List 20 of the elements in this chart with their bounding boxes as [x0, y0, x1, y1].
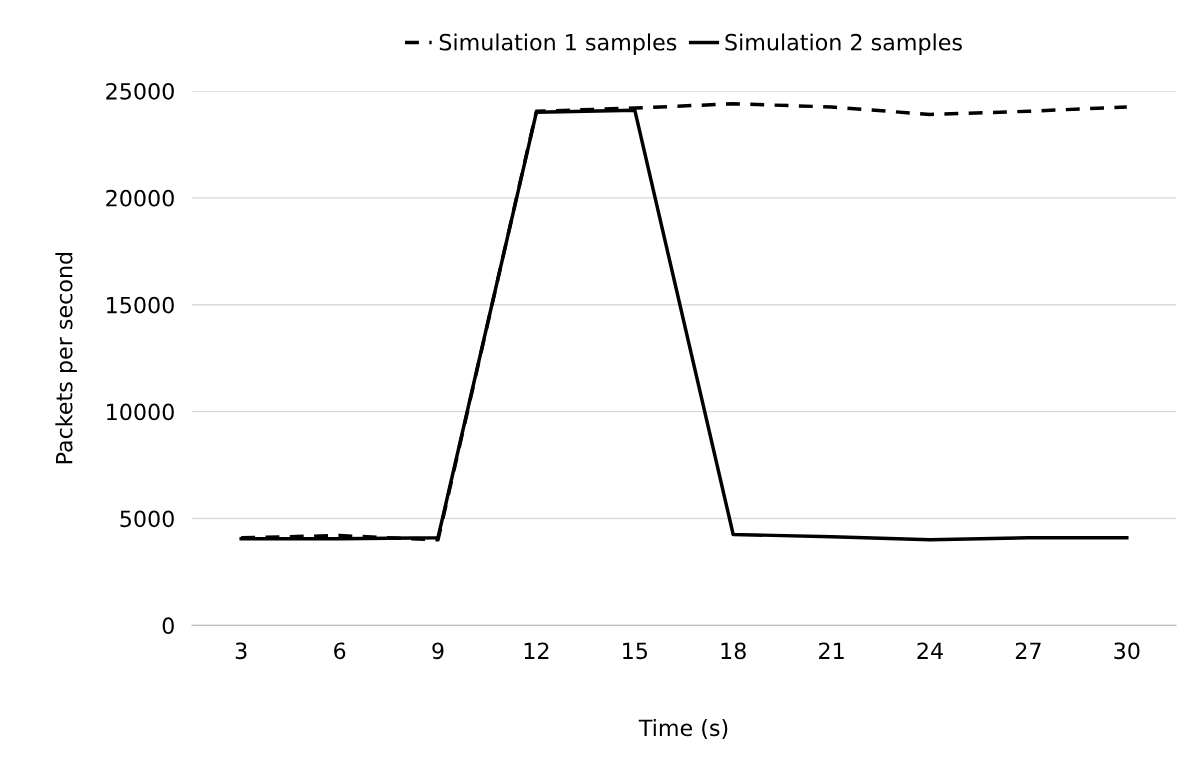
x-tick-label: 18 [721, 642, 746, 660]
x-tick-label: 12 [524, 642, 549, 659]
y-tick-label: 0 [162, 617, 174, 635]
y-tick-label: 20000 [106, 189, 174, 207]
x-tick-label: 21 [819, 642, 844, 659]
x-tick-label: 6 [334, 642, 346, 660]
x-tick-label: 9 [432, 642, 444, 660]
legend-label: Simulation 2 samples [725, 33, 962, 55]
y-axis-title: Packets per second [55, 252, 77, 464]
y-tick-label: 25000 [106, 82, 174, 100]
x-tick-label: 30 [1114, 642, 1140, 660]
x-axis-title: Time (s) [638, 719, 728, 739]
y-tick-label: 10000 [107, 403, 174, 421]
x-tick-label: 27 [1015, 642, 1041, 659]
x-tick-label: 15 [623, 642, 647, 660]
y-tick-label: 15000 [107, 296, 174, 314]
y-tick-label: 5000 [120, 510, 174, 528]
x-tick-label: 24 [917, 642, 943, 659]
legend-label: Simulation 1 samples [439, 33, 677, 55]
x-tick-label: 3 [235, 642, 247, 660]
